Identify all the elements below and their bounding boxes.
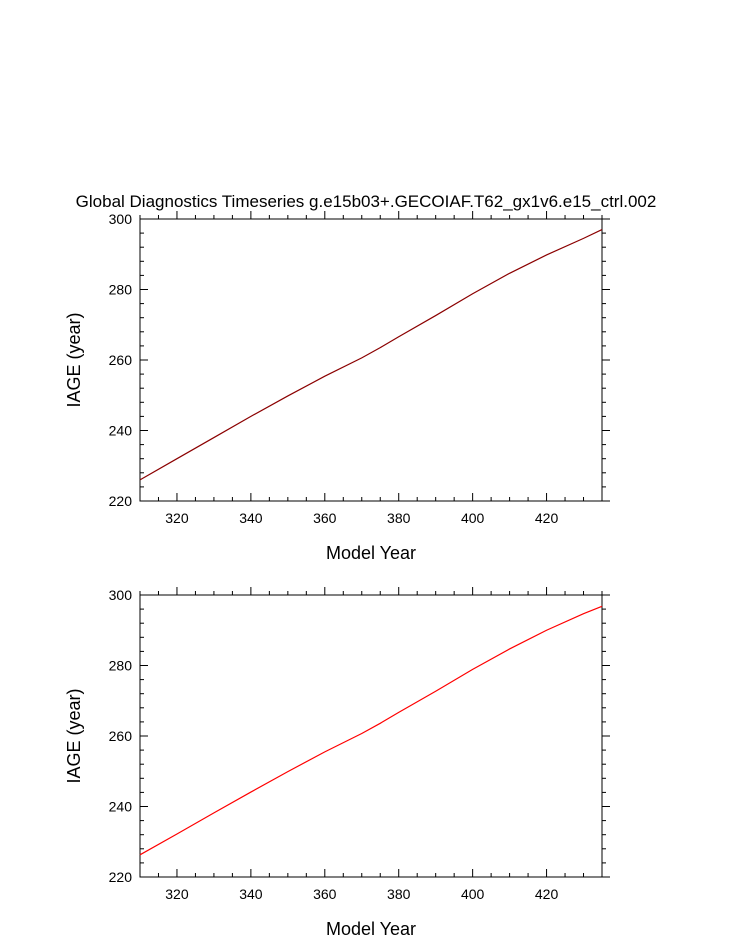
y-axis-title: IAGE (year) xyxy=(64,688,84,783)
x-tick-label: 420 xyxy=(535,886,559,902)
x-tick-label: 380 xyxy=(387,510,411,526)
x-axis-title: Model Year xyxy=(326,919,416,939)
y-tick-label: 260 xyxy=(109,352,133,368)
x-tick-label: 420 xyxy=(535,510,559,526)
x-axis-title: Model Year xyxy=(326,543,416,563)
y-tick-label: 260 xyxy=(109,728,133,744)
x-tick-label: 340 xyxy=(239,886,263,902)
x-tick-label: 400 xyxy=(461,886,485,902)
x-tick-label: 400 xyxy=(461,510,485,526)
y-tick-label: 280 xyxy=(109,282,133,298)
y-tick-label: 280 xyxy=(109,658,133,674)
y-tick-label: 240 xyxy=(109,799,133,815)
x-tick-label: 340 xyxy=(239,510,263,526)
x-tick-label: 360 xyxy=(313,886,337,902)
plot-1: 320 340 360 380 400 420 220 240 260 280 300 Model Y… xyxy=(64,192,656,563)
plot-2: 320 340 360 380 400 420 220 240 260 280 300 Model Y… xyxy=(64,587,610,939)
y-tick-label: 240 xyxy=(109,423,133,439)
y-axis-title: IAGE (year) xyxy=(64,312,84,407)
x-tick-label: 360 xyxy=(313,510,337,526)
x-tick-label: 320 xyxy=(165,886,189,902)
series-line xyxy=(139,229,603,481)
y-tick-label: 220 xyxy=(109,493,133,509)
y-tick-label: 220 xyxy=(109,869,133,885)
x-tick-label: 320 xyxy=(165,510,189,526)
y-tick-label: 300 xyxy=(109,211,133,227)
y-tick-label: 300 xyxy=(109,587,133,603)
series-line xyxy=(139,605,603,856)
chart-title: Global Diagnostics Timeseries g.e15b03+.… xyxy=(76,192,657,211)
x-tick-label: 380 xyxy=(387,886,411,902)
